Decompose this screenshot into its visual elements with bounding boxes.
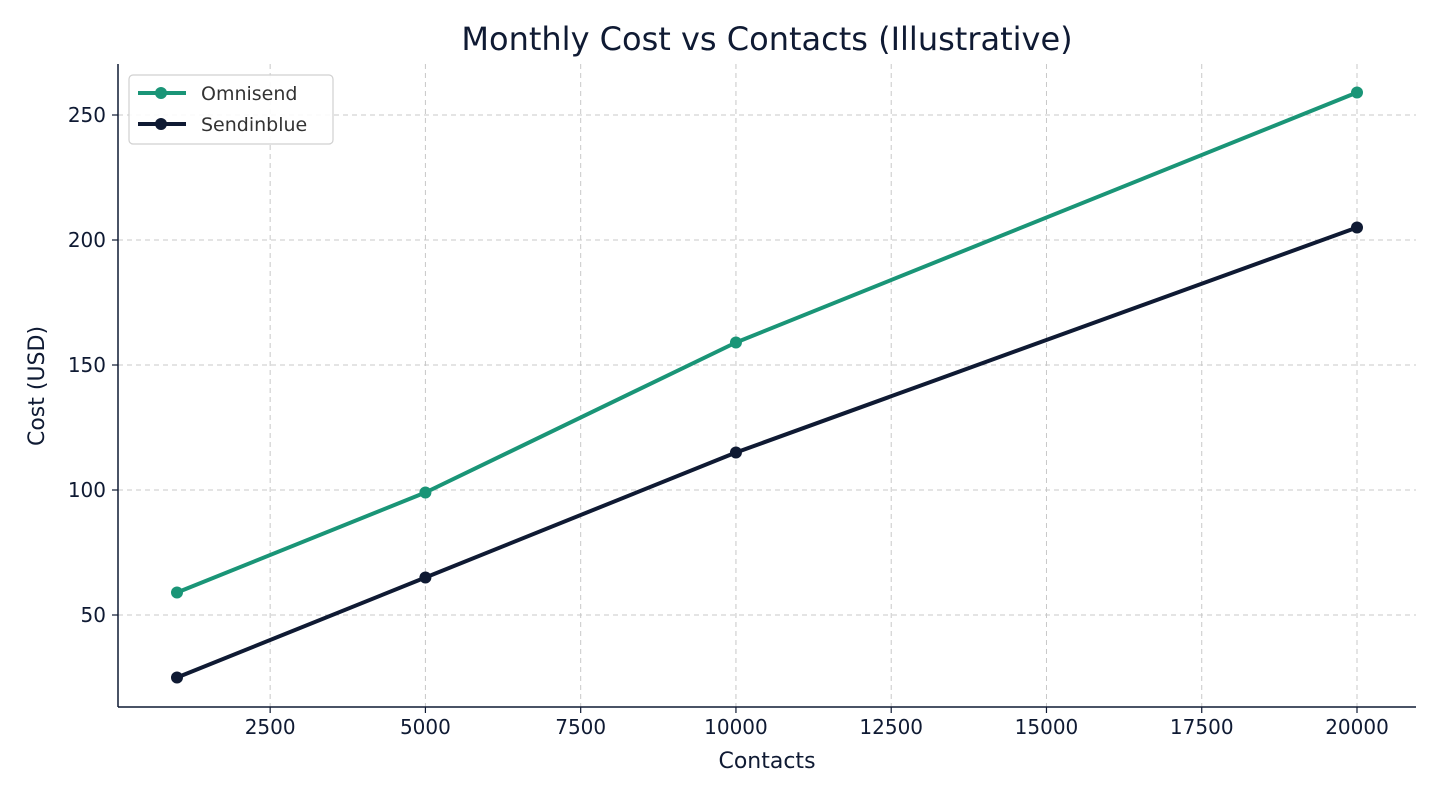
data-point (1351, 86, 1363, 99)
grid-lines (118, 64, 1416, 707)
series-omnisend (171, 86, 1363, 599)
x-tick-label: 12500 (859, 715, 923, 739)
y-tick-label: 100 (68, 478, 106, 502)
legend-item-sendinblue: Sendinblue (138, 114, 307, 136)
x-tick-label: 17500 (1170, 715, 1234, 739)
legend-label: Sendinblue (201, 114, 307, 136)
x-axis-ticks: 2500 5000 7500 10000 12500 15000 17500 20000 (245, 707, 1389, 739)
series-sendinblue (171, 221, 1363, 684)
data-point (419, 571, 432, 584)
legend-label: Omnisend (201, 83, 297, 105)
y-axis-label: Cost (USD) (25, 326, 50, 446)
y-tick-label: 250 (68, 103, 106, 127)
legend: Omnisend Sendinblue (128, 74, 334, 145)
x-tick-label: 2500 (245, 715, 296, 739)
data-point (729, 336, 742, 349)
x-tick-label: 10000 (704, 715, 768, 739)
y-axis-ticks: 50 100 150 200 250 (68, 103, 118, 627)
chart-title: Monthly Cost vs Contacts (Illustrative) (461, 20, 1072, 58)
data-series (171, 86, 1363, 684)
data-point (171, 586, 183, 599)
y-tick-label: 200 (68, 228, 106, 252)
y-tick-label: 150 (68, 353, 106, 377)
y-tick-label: 50 (81, 603, 106, 627)
x-tick-label: 15000 (1015, 715, 1079, 739)
legend-item-omnisend: Omnisend (138, 83, 297, 105)
x-tick-label: 20000 (1325, 715, 1389, 739)
data-point (729, 446, 742, 459)
axes (117, 64, 1416, 708)
x-tick-label: 5000 (400, 715, 451, 739)
data-point (419, 486, 432, 499)
data-point (171, 671, 183, 684)
x-axis-label: Contacts (718, 749, 815, 774)
data-point (1351, 221, 1363, 234)
x-tick-label: 7500 (555, 715, 606, 739)
